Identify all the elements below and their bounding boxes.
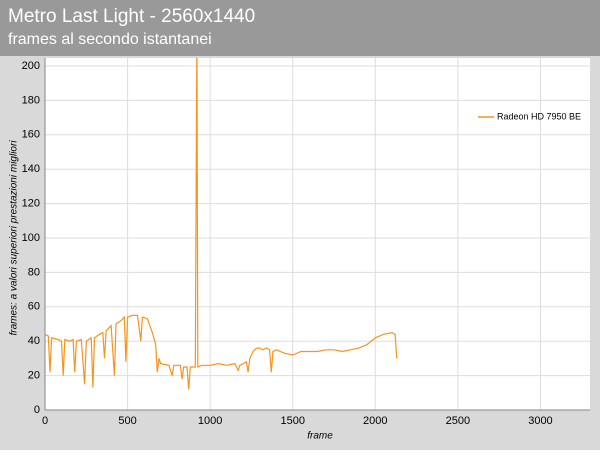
y-tick-label: 160: [22, 129, 40, 141]
x-axis-label: frame: [307, 431, 333, 442]
chart-subtitle: frames al secondo istantanei: [8, 31, 212, 48]
x-tick-label: 3000: [528, 415, 552, 427]
x-tick-label: 2000: [363, 415, 387, 427]
x-tick-label: 1500: [280, 415, 304, 427]
y-tick-label: 20: [28, 370, 40, 382]
y-tick-label: 40: [28, 335, 40, 347]
y-tick-label: 120: [22, 198, 40, 210]
plot-group: [45, 58, 398, 390]
legend-label: Radeon HD 7950 BE: [497, 111, 581, 121]
y-tick-label: 140: [22, 163, 40, 175]
x-tick-label: 0: [42, 415, 48, 427]
x-tick-label: 2500: [446, 415, 470, 427]
y-tick-label: 180: [22, 94, 40, 106]
y-tick-label: 0: [34, 404, 40, 416]
x-tick-label: 1000: [198, 415, 222, 427]
y-tick-label: 200: [22, 60, 40, 72]
x-tick-label: 500: [118, 415, 136, 427]
data-line: [45, 58, 398, 390]
y-tick-label: 60: [28, 301, 40, 313]
y-tick-label: 80: [28, 266, 40, 278]
chart-title: Metro Last Light - 2560x1440: [8, 6, 255, 27]
y-axis-label: frames: a valori superiori prestazioni m…: [9, 140, 20, 336]
y-tick-label: 100: [22, 232, 40, 244]
header: [0, 0, 600, 56]
